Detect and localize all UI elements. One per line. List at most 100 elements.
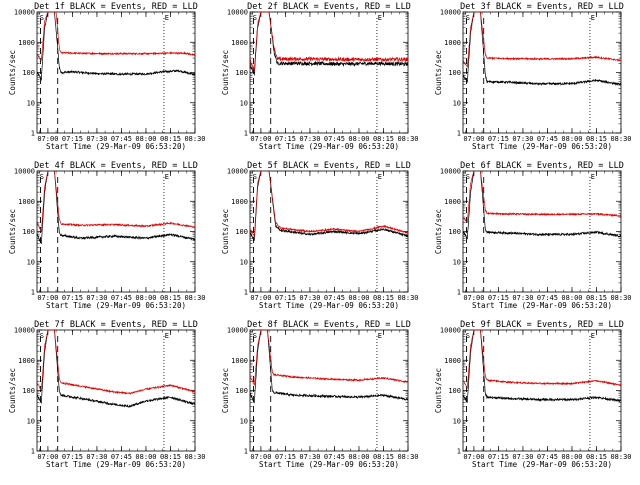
panel-1: Det 1f BLACK = Events, RED = LLD 1 10 100 10… xyxy=(8,2,206,151)
x-tick-label: 07:00 xyxy=(463,294,484,302)
series-events-line xyxy=(250,171,408,241)
x-tick-label: 07:00 xyxy=(463,453,484,461)
y-tick-label: 100 xyxy=(448,387,461,395)
x-tick-label: 08:00 xyxy=(348,453,369,461)
x-axis-label: Start Time (29-Mar-09 06:53:20) xyxy=(46,142,186,151)
plot-frame xyxy=(249,11,409,134)
panel-4: Det 4f BLACK = Events, RED = LLD 1 10 100 10… xyxy=(8,161,206,310)
plot-frame xyxy=(36,170,196,293)
y-tick-label: 10 xyxy=(27,258,35,266)
series-events-line xyxy=(37,330,195,409)
x-tick-label: 08:30 xyxy=(397,135,418,143)
y-tick-label: 1 xyxy=(457,130,461,138)
y-tick-label: 10000 xyxy=(227,9,248,17)
x-tick-label: 07:45 xyxy=(324,453,345,461)
x-tick-label: 08:15 xyxy=(586,453,607,461)
marker-label-end: E xyxy=(378,14,382,22)
x-tick-label: 07:45 xyxy=(111,294,132,302)
y-axis-label: Counts/sec xyxy=(8,368,17,413)
y-tick-label: 1000 xyxy=(18,39,35,47)
x-tick-label: 08:30 xyxy=(610,453,631,461)
x-axis-label: Start Time (29-Mar-09 06:53:20) xyxy=(46,301,186,310)
x-tick-label: 07:45 xyxy=(324,135,345,143)
series-lld-line xyxy=(37,171,195,232)
panel-title: Det 1f BLACK = Events, RED = LLD xyxy=(34,2,198,12)
x-axis-label: Start Time (29-Mar-09 06:53:20) xyxy=(472,301,612,310)
x-tick-label: 07:45 xyxy=(537,135,558,143)
y-tick-label: 10000 xyxy=(227,168,248,176)
marker-label-start: S xyxy=(253,173,257,181)
y-axis-label: Counts/sec xyxy=(221,209,230,254)
y-tick-label: 10 xyxy=(240,417,248,425)
marker-label-end: E xyxy=(165,14,169,22)
x-tick-label: 07:45 xyxy=(537,453,558,461)
marker-label-end: E xyxy=(165,173,169,181)
y-tick-label: 1000 xyxy=(18,198,35,206)
panel-title: Det 5f BLACK = Events, RED = LLD xyxy=(247,161,411,171)
x-tick-label: 07:45 xyxy=(537,294,558,302)
marker-label-end: E xyxy=(591,173,595,181)
x-tick-label: 07:15 xyxy=(275,135,296,143)
marker-label-end: E xyxy=(165,332,169,340)
x-tick-label: 08:15 xyxy=(160,453,181,461)
x-tick-label: 08:15 xyxy=(160,135,181,143)
series-events-line xyxy=(37,12,195,82)
marker-label-start: S xyxy=(253,332,257,340)
x-tick-label: 07:30 xyxy=(512,294,533,302)
series-events-line xyxy=(463,330,621,403)
y-axis-label: Counts/sec xyxy=(8,50,17,95)
x-tick-label: 07:00 xyxy=(250,135,271,143)
x-tick-label: 07:30 xyxy=(86,453,107,461)
panel-2: Det 2f BLACK = Events, RED = LLD 1 10 100 10… xyxy=(221,2,419,151)
x-tick-label: 07:15 xyxy=(488,453,509,461)
panel-3: Det 3f BLACK = Events, RED = LLD 1 10 100 10… xyxy=(434,2,632,151)
x-axis-label: Start Time (29-Mar-09 06:53:20) xyxy=(472,460,612,469)
marker-label-end: E xyxy=(591,14,595,22)
y-tick-label: 1 xyxy=(244,130,248,138)
y-axis-label: Counts/sec xyxy=(434,209,443,254)
y-tick-label: 1 xyxy=(457,289,461,297)
y-tick-label: 100 xyxy=(235,69,248,77)
y-tick-label: 10 xyxy=(240,258,248,266)
panel-9: Det 9f BLACK = Events, RED = LLD 1 10 100 10… xyxy=(434,320,632,469)
y-tick-label: 10000 xyxy=(14,327,35,335)
x-tick-label: 08:15 xyxy=(160,294,181,302)
marker-label-end: E xyxy=(378,173,382,181)
x-tick-label: 07:00 xyxy=(37,294,58,302)
panel-title: Det 7f BLACK = Events, RED = LLD xyxy=(34,320,198,330)
x-tick-label: 08:30 xyxy=(184,135,205,143)
x-tick-label: 07:00 xyxy=(463,135,484,143)
x-axis-label: Start Time (29-Mar-09 06:53:20) xyxy=(46,460,186,469)
y-tick-label: 1 xyxy=(244,289,248,297)
y-tick-label: 10 xyxy=(240,99,248,107)
plot-frame xyxy=(462,11,622,134)
panel-title: Det 8f BLACK = Events, RED = LLD xyxy=(247,320,411,330)
y-tick-label: 10000 xyxy=(440,9,461,17)
series-events-line xyxy=(250,12,408,76)
marker-label-start: S xyxy=(40,173,44,181)
x-tick-label: 07:00 xyxy=(250,453,271,461)
series-lld-line xyxy=(463,12,621,68)
x-tick-label: 07:30 xyxy=(512,135,533,143)
y-tick-label: 100 xyxy=(448,69,461,77)
y-tick-label: 1000 xyxy=(18,357,35,365)
panel-7: Det 7f BLACK = Events, RED = LLD 1 10 100 10… xyxy=(8,320,206,469)
x-tick-label: 08:30 xyxy=(397,453,418,461)
y-tick-label: 10 xyxy=(453,417,461,425)
y-tick-label: 1000 xyxy=(444,357,461,365)
y-tick-label: 10000 xyxy=(14,9,35,17)
series-lld-line xyxy=(250,12,408,72)
y-tick-label: 1 xyxy=(31,448,35,456)
series-lld-line xyxy=(37,330,195,395)
y-tick-label: 10 xyxy=(27,99,35,107)
marker-label-start: S xyxy=(40,332,44,340)
x-tick-label: 08:15 xyxy=(586,294,607,302)
y-tick-label: 100 xyxy=(22,228,35,236)
y-tick-label: 10000 xyxy=(14,168,35,176)
x-tick-label: 08:00 xyxy=(135,135,156,143)
y-tick-label: 100 xyxy=(22,387,35,395)
x-tick-label: 08:00 xyxy=(561,135,582,143)
y-tick-label: 10 xyxy=(453,99,461,107)
x-tick-label: 07:00 xyxy=(37,453,58,461)
